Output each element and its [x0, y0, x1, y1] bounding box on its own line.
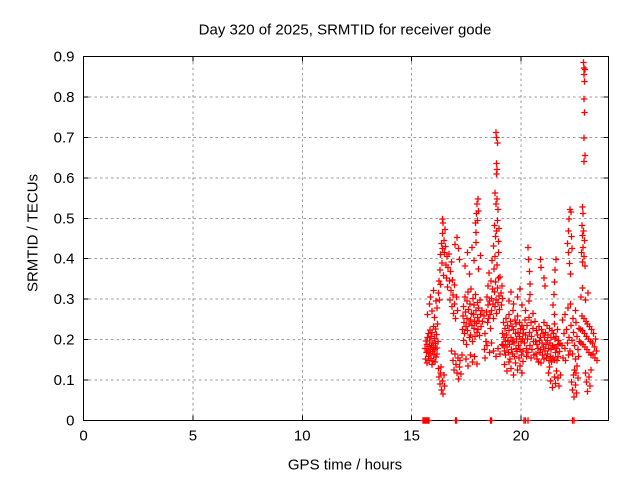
y-tick-label: 0.4: [54, 251, 75, 268]
chart-title: Day 320 of 2025, SRMTID for receiver god…: [198, 21, 492, 39]
y-tick-label: 0.8: [54, 89, 75, 106]
x-axis-label: GPS time / hours: [287, 456, 403, 474]
x-tick-label: 20: [513, 428, 530, 445]
y-tick-label: 0.1: [54, 372, 75, 389]
y-tick-label: 0.5: [54, 210, 75, 227]
plot-frame: [83, 56, 609, 421]
x-tick-label: 15: [403, 428, 420, 445]
x-tick-label: 10: [294, 428, 311, 445]
y-tick-label: 0.6: [54, 170, 75, 187]
y-tick-label: 0.3: [54, 291, 75, 308]
y-tick-label: 0.9: [54, 49, 75, 66]
y-tick-label: 0.2: [54, 332, 75, 349]
y-tick-label: 0: [66, 413, 74, 430]
y-tick-label: 0.7: [54, 129, 75, 146]
x-tick-label: 5: [189, 428, 197, 445]
scatter-points-srmtid: [419, 59, 601, 424]
x-tick-label: 0: [79, 428, 87, 445]
